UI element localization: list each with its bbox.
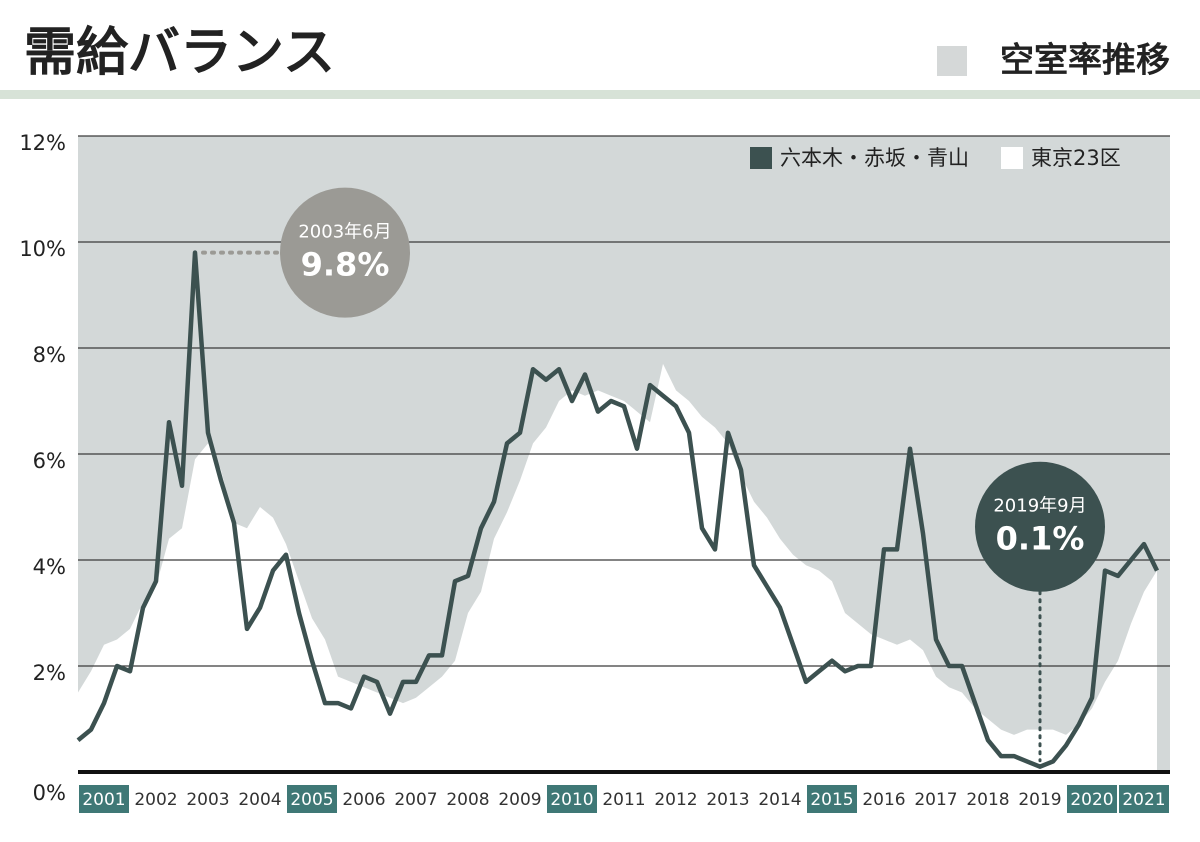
x-tick-label: 2016 — [862, 790, 905, 810]
x-tick-label: 2005 — [290, 790, 333, 810]
annotation-value: 0.1% — [996, 520, 1085, 558]
chart-title: 需給バランス — [24, 23, 335, 83]
legend-swatch — [1001, 147, 1023, 169]
y-tick-label: 10% — [19, 237, 66, 261]
x-tick-label: 2009 — [498, 790, 541, 810]
x-tick-label: 2004 — [238, 790, 281, 810]
y-tick-label: 6% — [33, 449, 66, 473]
year-highlight — [79, 785, 129, 813]
x-tick-label: 2001 — [82, 790, 125, 810]
annotation-date: 2019年9月 — [993, 496, 1086, 517]
year-highlight — [1067, 785, 1117, 813]
x-tick-label: 2013 — [706, 790, 749, 810]
year-highlight — [1119, 785, 1169, 813]
annotation-date: 2003年6月 — [298, 222, 391, 243]
header-rule — [0, 90, 1200, 99]
x-tick-label: 2007 — [394, 790, 437, 810]
x-tick-label: 2018 — [966, 790, 1009, 810]
x-tick-label: 2008 — [446, 790, 489, 810]
legend: 六本木・赤坂・青山 東京23区 — [750, 146, 1121, 170]
line — [76, 250, 1160, 769]
y-tick-label: 4% — [33, 555, 66, 579]
annotation-bubble — [280, 187, 410, 318]
legend-swatch — [750, 147, 772, 169]
y-tick-label: 8% — [33, 343, 66, 367]
x-tick-label: 2015 — [810, 790, 853, 810]
subtitle-swatch — [937, 46, 967, 76]
legend-label: 六本木・赤坂・青山 — [780, 146, 969, 170]
x-tick-label: 2002 — [134, 790, 177, 810]
x-tick-label: 2017 — [914, 790, 957, 810]
x-tick-label: 2021 — [1122, 790, 1165, 810]
chart-subtitle: 空室率推移 — [1000, 41, 1170, 81]
x-tick-label: 2012 — [654, 790, 697, 810]
x-tick-label: 2020 — [1070, 790, 1113, 810]
area — [78, 363, 1157, 772]
y-tick-label: 12% — [19, 131, 66, 155]
y-tick-label: 2% — [33, 661, 66, 685]
year-highlight — [807, 785, 857, 813]
legend-label: 東京23区 — [1031, 146, 1121, 170]
annotation-value: 9.8% — [301, 246, 390, 284]
year-highlight — [547, 785, 597, 813]
x-tick-label: 2003 — [186, 790, 229, 810]
x-tick-label: 2014 — [758, 790, 801, 810]
annotation-bubble — [975, 461, 1105, 592]
x-tick-label: 2011 — [602, 790, 645, 810]
x-tick-label: 2006 — [342, 790, 385, 810]
y-tick-label: 0% — [33, 781, 66, 805]
x-tick-label: 2019 — [1018, 790, 1061, 810]
year-highlight — [287, 785, 337, 813]
x-tick-label: 2010 — [550, 790, 593, 810]
